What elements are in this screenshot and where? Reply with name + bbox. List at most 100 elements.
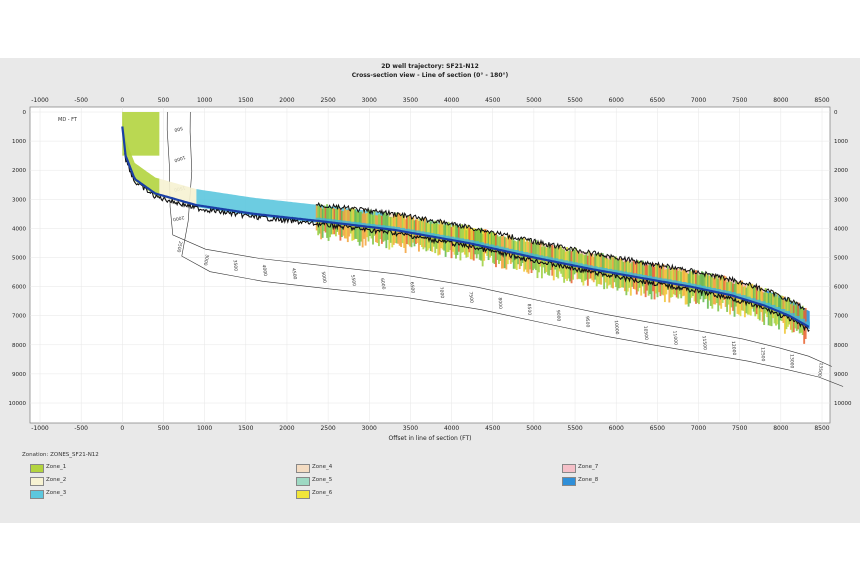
log-strip-blue bbox=[414, 230, 420, 235]
x-tick-label-bottom: 0 bbox=[120, 425, 124, 432]
log-strip-blue bbox=[483, 243, 489, 248]
log-strip bbox=[391, 217, 394, 248]
md-label: 5000 bbox=[320, 271, 328, 283]
y-tick-label-left: 9000 bbox=[12, 372, 26, 378]
x-tick-label-top: 1000 bbox=[197, 97, 212, 104]
log-strip-blue bbox=[617, 270, 623, 275]
log-strip bbox=[779, 295, 782, 321]
legend-label: Zone_6 bbox=[312, 490, 333, 496]
log-strip bbox=[705, 273, 708, 299]
legend-label: Zone_2 bbox=[46, 477, 67, 483]
x-tick-label-bottom: 8000 bbox=[773, 425, 788, 432]
chart-title: 2D well trajectory: SF21-N12 bbox=[381, 63, 479, 70]
md-label: 1000 bbox=[173, 154, 186, 163]
log-strip bbox=[558, 245, 561, 272]
log-strip bbox=[539, 241, 542, 267]
log-strip-blue bbox=[681, 281, 687, 286]
y-tick-label-left: 0 bbox=[23, 110, 27, 116]
log-strip bbox=[575, 247, 577, 274]
log-strip-blue bbox=[656, 277, 662, 282]
log-strip-blue bbox=[340, 220, 346, 225]
log-strip-blue bbox=[710, 287, 717, 292]
x-tick-label-top: 5500 bbox=[567, 97, 582, 104]
log-strip-blue bbox=[572, 262, 578, 267]
x-tick-label-bottom: 3000 bbox=[362, 425, 377, 432]
x-tick-label-bottom: 500 bbox=[158, 425, 170, 432]
log-strip-blue bbox=[325, 218, 331, 223]
log-strip bbox=[706, 275, 709, 309]
md-label: 11500 bbox=[701, 335, 708, 350]
log-strip-blue bbox=[498, 246, 504, 251]
log-strip bbox=[465, 230, 468, 258]
x-tick-label-top: 4500 bbox=[485, 97, 500, 104]
y-tick-label-right: 4000 bbox=[834, 226, 848, 232]
md-label: 500 bbox=[173, 125, 183, 133]
md-label: 8000 bbox=[497, 297, 504, 309]
log-strip bbox=[698, 275, 700, 305]
md-label: 10500 bbox=[642, 326, 649, 341]
log-strip bbox=[385, 214, 388, 249]
log-strip-blue bbox=[612, 269, 618, 274]
log-strip bbox=[388, 216, 391, 250]
legend-label: Zone_8 bbox=[578, 477, 599, 483]
md-label: 9500 bbox=[584, 316, 591, 328]
log-strip-blue bbox=[602, 268, 608, 273]
legend-label: Zone_4 bbox=[312, 464, 333, 470]
log-strip-blue bbox=[542, 256, 549, 261]
x-tick-label-top: 6000 bbox=[609, 97, 624, 104]
log-strip-blue bbox=[419, 231, 425, 236]
log-strip-blue bbox=[775, 306, 781, 311]
log-strip-blue bbox=[528, 253, 534, 258]
log-strip-blue bbox=[597, 267, 603, 272]
log-strip-blue bbox=[582, 264, 588, 269]
log-strip-blue bbox=[429, 233, 435, 238]
log-strip bbox=[601, 253, 604, 278]
x-tick-label-bottom: 3500 bbox=[403, 425, 418, 432]
x-tick-label-top: 3500 bbox=[403, 97, 418, 104]
y-tick-label-right: 1000 bbox=[834, 139, 848, 145]
log-strip-blue bbox=[463, 239, 470, 244]
x-tick-label-bottom: 4000 bbox=[444, 425, 459, 432]
log-strip-blue bbox=[755, 299, 761, 304]
log-strip bbox=[372, 215, 374, 245]
log-strip-blue bbox=[661, 278, 667, 283]
log-strip-blue bbox=[315, 217, 321, 222]
md-label: 3500 bbox=[232, 259, 239, 271]
log-strip bbox=[764, 288, 767, 314]
x-tick-label-top: 7000 bbox=[691, 97, 706, 104]
legend-swatch bbox=[562, 477, 576, 486]
log-strip bbox=[484, 229, 487, 254]
log-strip-blue bbox=[508, 248, 514, 253]
y-tick-label-left: 4000 bbox=[12, 226, 26, 232]
legend-label: Zone_1 bbox=[46, 464, 67, 470]
log-strip bbox=[349, 208, 352, 234]
md-label: 13000 bbox=[788, 354, 794, 369]
log-strip-blue bbox=[375, 224, 381, 229]
log-strip bbox=[666, 265, 669, 290]
log-strip-blue bbox=[330, 219, 336, 224]
md-label: 8500 bbox=[526, 304, 533, 316]
log-strip-blue bbox=[503, 247, 509, 252]
y-tick-label-left: 5000 bbox=[12, 256, 26, 262]
y-tick-label-right: 7000 bbox=[834, 314, 848, 320]
y-tick-label-left: 10000 bbox=[9, 401, 27, 407]
md-track: MD - FT500100015002000250030003500400045… bbox=[58, 111, 844, 387]
chart-subtitle: Cross-section view - Line of section (0°… bbox=[351, 72, 509, 79]
zone-band-zone_1-vertical bbox=[122, 112, 160, 156]
log-strip-blue bbox=[355, 222, 361, 227]
log-strip-blue bbox=[789, 313, 796, 318]
log-strip-blue bbox=[705, 286, 712, 291]
x-tick-label-top: 7500 bbox=[732, 97, 747, 104]
log-strip-blue bbox=[478, 242, 484, 247]
y-tick-label-right: 5000 bbox=[834, 256, 848, 262]
legend-swatch bbox=[30, 477, 44, 486]
log-strip-blue bbox=[562, 260, 568, 265]
y-tick-label-right: 9000 bbox=[834, 372, 848, 378]
log-strip-blue bbox=[468, 240, 475, 245]
grid-lines bbox=[30, 107, 830, 423]
md-label: 9000 bbox=[555, 310, 562, 322]
log-strip bbox=[468, 227, 471, 253]
log-strip-blue bbox=[770, 304, 776, 309]
log-strip bbox=[554, 245, 557, 270]
log-strip-blue bbox=[799, 318, 806, 323]
